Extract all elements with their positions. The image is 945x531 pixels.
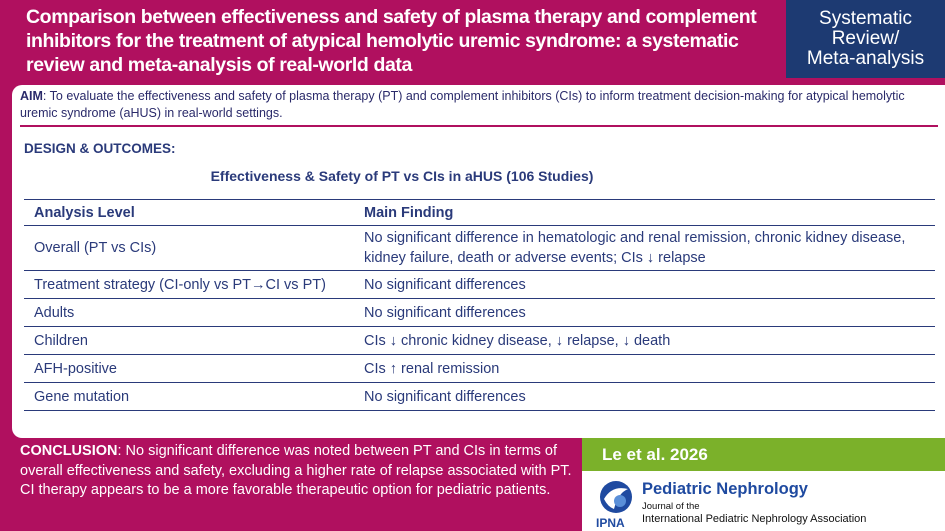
analysis-level-cell: Gene mutation <box>24 382 354 411</box>
findings-table: Analysis Level Main Finding Overall (PT … <box>24 199 935 411</box>
table-row: Adults No significant differences <box>24 298 935 327</box>
table-row: Treatment strategy (CI-only vs PT→CI vs … <box>24 270 935 299</box>
analysis-level-cell: Treatment strategy (CI-only vs PT→CI vs … <box>24 270 354 299</box>
ipna-logo-text: IPNA <box>596 516 625 530</box>
page-title: Comparison between effectiveness and saf… <box>26 6 757 76</box>
table-row: Gene mutation No significant differences <box>24 382 935 411</box>
content-card: AIM: To evaluate the effectiveness and s… <box>12 85 945 438</box>
conclusion-text: : No significant difference was noted be… <box>20 443 572 498</box>
design-heading: DESIGN & OUTCOMES: <box>24 141 176 156</box>
analysis-level-cell: Overall (PT vs CIs) <box>24 225 354 271</box>
divider <box>20 125 938 127</box>
journal-association: International Pediatric Nephrology Assoc… <box>642 513 867 525</box>
conclusion-section: CONCLUSION: No significant difference wa… <box>20 442 576 501</box>
aim-text: : To evaluate the effectiveness and safe… <box>20 89 905 120</box>
citation-panel: Le et al. 2026 IPNA Pediatric Nephrology… <box>582 438 945 531</box>
header: Comparison between effectiveness and saf… <box>0 0 945 85</box>
analysis-level-cell: Children <box>24 326 354 355</box>
aim-label: AIM <box>20 89 43 103</box>
journal-name: Pediatric Nephrology <box>642 480 808 498</box>
analysis-level-cell: Adults <box>24 298 354 327</box>
column-header: Main Finding <box>354 199 935 226</box>
journal-subtitle: Journal of the <box>642 501 700 512</box>
article-type-badge: Systematic Review/ Meta-analysis <box>786 0 945 78</box>
main-finding-cell: No significant differences <box>354 382 935 411</box>
article-type-line-1: Systematic <box>819 8 912 29</box>
analysis-level-cell: AFH-positive <box>24 354 354 383</box>
main-finding-cell: CIs ↑ renal remission <box>354 354 935 383</box>
ipna-logo-icon <box>600 481 632 513</box>
article-type-line-3: Meta-analysis <box>806 48 925 69</box>
article-type-line-2: Review/ <box>831 28 900 49</box>
main-finding-cell: CIs ↓ chronic kidney disease, ↓ relapse,… <box>354 326 935 355</box>
table-title: Effectiveness & Safety of PT vs CIs in a… <box>210 168 594 184</box>
conclusion-label: CONCLUSION <box>20 443 118 459</box>
main-finding-cell: No significant difference in hematologic… <box>354 225 935 271</box>
main-finding-cell: No significant differences <box>354 298 935 327</box>
table-row: AFH-positive CIs ↑ renal remission <box>24 354 935 383</box>
main-finding-cell: No significant differences <box>354 270 935 299</box>
aim-section: AIM: To evaluate the effectiveness and s… <box>20 88 938 122</box>
table-header-row: Analysis Level Main Finding <box>24 199 935 226</box>
table-row: Children CIs ↓ chronic kidney disease, ↓… <box>24 326 935 355</box>
author-citation: Le et al. 2026 <box>582 438 945 471</box>
table-row: Overall (PT vs CIs) No significant diffe… <box>24 225 935 271</box>
column-header: Analysis Level <box>24 199 354 226</box>
